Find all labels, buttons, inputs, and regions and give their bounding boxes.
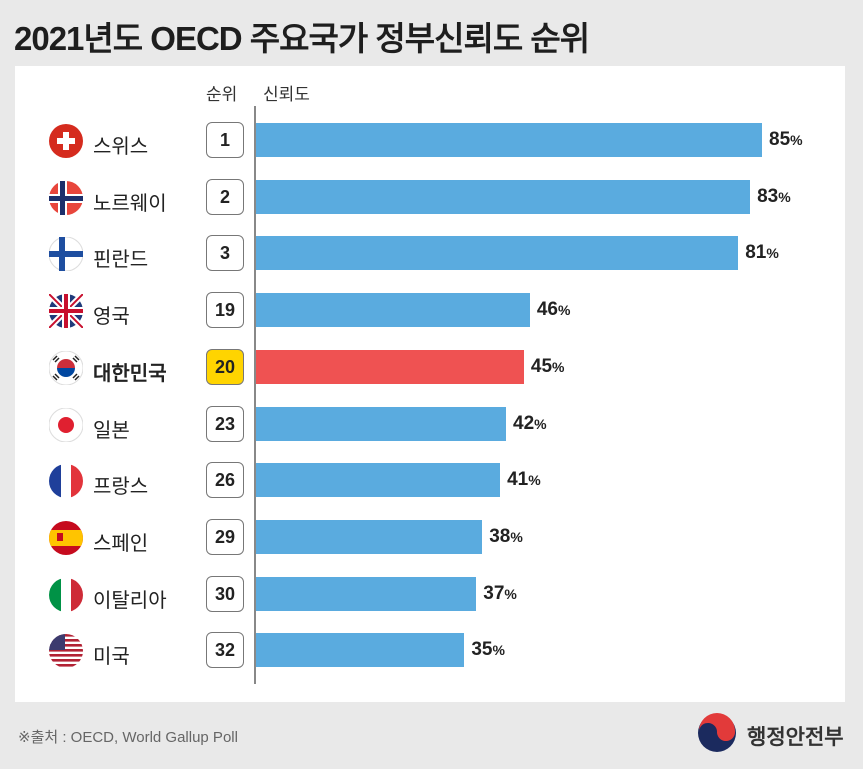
value-number: 46 <box>536 299 558 321</box>
value-unit: % <box>557 302 571 319</box>
value-number: 81 <box>745 242 767 264</box>
value-unit: % <box>766 245 779 262</box>
chart-row: 영국 19 46% <box>0 291 863 331</box>
value-label: 45% <box>531 356 565 378</box>
bar <box>256 519 483 554</box>
value-unit: % <box>510 528 523 545</box>
uk-flag-icon <box>49 294 83 329</box>
rank-badge: 26 <box>206 462 244 499</box>
value-number: 41 <box>507 469 529 491</box>
country-label: 대한민국 <box>93 362 167 385</box>
value-label: 42% <box>513 413 547 435</box>
value-label: 37% <box>483 583 517 605</box>
rank-badge: 19 <box>206 292 244 329</box>
rank-badge: 30 <box>206 575 244 612</box>
chart-row: 스페인 29 38% <box>0 518 863 558</box>
bar <box>256 236 739 271</box>
chart-row: 프랑스 26 41% <box>0 461 863 501</box>
finland-flag-icon <box>49 237 83 272</box>
government-logo-icon <box>698 713 736 752</box>
bar <box>256 463 501 498</box>
country-label: 미국 <box>93 646 130 669</box>
value-unit: % <box>534 415 547 432</box>
norway-flag-icon <box>49 180 83 215</box>
value-number: 85 <box>769 129 791 150</box>
chart-row: 이탈리아 30 37% <box>0 575 863 615</box>
value-label: 38% <box>489 526 523 548</box>
spain-flag-icon <box>49 520 83 555</box>
chart-row: 노르웨이 2 83% <box>0 178 863 218</box>
source-note: ※출처 : OECD, World Gallup Poll <box>18 729 238 746</box>
value-label: 35% <box>471 639 505 661</box>
rank-badge: 23 <box>206 405 244 442</box>
value-unit: % <box>790 132 803 148</box>
chart-row: 스위스 1 85% <box>0 121 863 161</box>
bar <box>256 349 524 384</box>
value-number: 37 <box>483 582 505 604</box>
value-label: 83% <box>757 186 791 208</box>
rank-badge: 20 <box>206 348 244 385</box>
bar <box>256 179 751 214</box>
value-unit: % <box>778 188 791 205</box>
switzerland-flag-icon <box>49 124 83 158</box>
chart-row: 미국 32 35% <box>0 631 863 671</box>
rank-badge: 1 <box>206 122 244 158</box>
value-number: 45 <box>530 355 553 377</box>
country-label: 이탈리아 <box>93 589 167 612</box>
value-unit: % <box>492 642 505 659</box>
value-number: 42 <box>513 412 535 434</box>
value-number: 38 <box>489 525 511 547</box>
rank-badge: 29 <box>206 518 244 555</box>
value-unit: % <box>528 472 541 489</box>
chart-row: 대한민국 20 45% <box>0 348 863 388</box>
japan-flag-icon <box>49 407 83 442</box>
chart-row: 일본 23 42% <box>0 405 863 445</box>
rank-badge: 3 <box>206 235 244 272</box>
chart-row: 핀란드 3 81% <box>0 234 863 274</box>
ministry-name: 행정안전부 <box>747 726 844 749</box>
france-flag-icon <box>49 464 83 499</box>
usa-flag-icon <box>49 634 83 669</box>
italy-flag-icon <box>49 577 83 612</box>
value-label: 41% <box>507 469 541 491</box>
bar <box>256 633 465 668</box>
bar <box>256 123 762 157</box>
country-label: 핀란드 <box>93 249 149 272</box>
country-label: 스위스 <box>93 136 149 158</box>
value-unit: % <box>552 358 565 375</box>
value-label: 46% <box>537 299 571 321</box>
country-label: 일본 <box>93 419 130 442</box>
value-label: 81% <box>745 242 779 264</box>
chart-title: 2021년도 OECD 주요국가 정부신뢰도 순위 <box>14 20 590 57</box>
rank-badge: 32 <box>206 632 244 669</box>
country-label: 노르웨이 <box>93 192 167 215</box>
rank-badge: 2 <box>206 178 244 215</box>
trust-header: 신뢰도 <box>263 85 310 104</box>
value-number: 35 <box>471 639 493 661</box>
korea-flag-icon <box>49 350 83 385</box>
bar <box>256 406 507 441</box>
bar <box>256 293 530 328</box>
value-number: 83 <box>757 185 779 207</box>
value-label: 85% <box>769 129 803 151</box>
country-label: 스페인 <box>93 532 149 555</box>
rank-header: 순위 <box>206 85 238 104</box>
country-label: 프랑스 <box>93 476 149 499</box>
value-unit: % <box>504 585 517 602</box>
bar <box>256 576 477 611</box>
country-label: 영국 <box>93 306 130 329</box>
axis-line <box>254 106 256 684</box>
